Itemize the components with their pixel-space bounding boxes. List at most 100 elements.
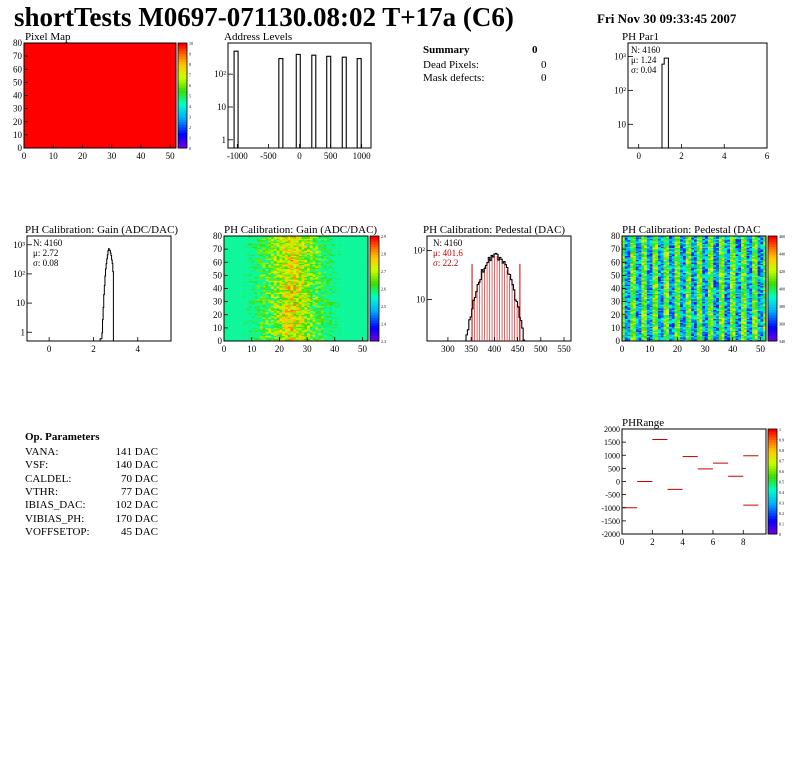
map-cell — [638, 299, 642, 301]
map-cell — [296, 263, 300, 266]
map-cell — [276, 297, 280, 300]
map-cell — [320, 320, 324, 322]
map-cell — [254, 304, 258, 306]
map-cell — [345, 247, 349, 250]
map-cell — [271, 300, 275, 302]
map-cell — [359, 339, 363, 342]
map-cell — [343, 322, 347, 325]
map-cell — [301, 253, 305, 255]
map-cell — [262, 267, 266, 270]
map-cell — [356, 257, 360, 259]
map-cell — [362, 329, 366, 331]
map-cell — [293, 309, 297, 312]
map-cell — [343, 267, 347, 270]
map-cell — [624, 270, 628, 272]
map-cell — [320, 260, 324, 263]
map-cell — [235, 253, 239, 255]
map-cell — [304, 330, 308, 333]
map-cell — [307, 326, 311, 329]
map-cell — [354, 330, 358, 333]
map-cell — [318, 262, 322, 264]
map-cell — [271, 275, 275, 277]
map-cell — [262, 316, 266, 318]
map-cell — [323, 318, 327, 321]
map-cell — [293, 301, 297, 304]
map-cell — [246, 266, 250, 268]
map-cell — [296, 333, 300, 335]
map-cell — [329, 247, 333, 250]
colorbar-cell — [178, 45, 187, 49]
map-cell — [622, 287, 626, 289]
map-cell — [343, 278, 347, 280]
map-cell — [320, 288, 324, 291]
map-cell — [284, 302, 288, 305]
map-cell — [254, 250, 258, 253]
map-cell — [318, 310, 322, 313]
map-cell — [235, 266, 239, 268]
map-cell — [260, 338, 264, 340]
map-cell — [254, 253, 258, 255]
map-cell — [635, 257, 639, 259]
map-cell — [635, 251, 639, 254]
map-cell — [633, 323, 637, 326]
map-cell — [254, 327, 258, 330]
map-cell — [279, 295, 283, 297]
map-cell — [323, 304, 327, 306]
map-cell — [312, 268, 316, 271]
map-cell — [309, 268, 313, 271]
map-cell — [232, 245, 236, 247]
map-cell — [359, 291, 363, 293]
map-cell — [279, 251, 283, 254]
map-cell — [315, 278, 319, 280]
map-cell — [287, 301, 291, 304]
map-cell — [323, 337, 327, 339]
map-cell — [268, 268, 272, 271]
map-cell — [332, 296, 336, 298]
map-cell — [279, 270, 283, 272]
map-cell — [243, 329, 247, 331]
map-cell — [323, 300, 327, 302]
map-cell — [340, 264, 344, 267]
map-cell — [359, 295, 363, 297]
map-cell — [265, 316, 269, 318]
y-tick-label: 10 — [416, 294, 426, 304]
map-cell — [351, 288, 355, 291]
map-cell — [268, 329, 272, 331]
map-cell — [226, 255, 230, 258]
map-cell — [315, 283, 319, 285]
map-cell — [271, 281, 275, 284]
map-cell — [235, 255, 239, 258]
map-cell — [337, 285, 341, 288]
map-cell — [638, 301, 642, 304]
map-cell — [351, 293, 355, 296]
map-cell — [343, 280, 347, 283]
colorbar-cell — [370, 317, 379, 321]
map-cell — [262, 272, 266, 275]
map-cell — [290, 335, 294, 338]
map-cell — [329, 287, 333, 289]
map-cell — [287, 323, 291, 326]
colorbar-cell — [178, 121, 187, 125]
map-cell — [334, 316, 338, 318]
op-param-name: VTHR: — [25, 485, 58, 498]
map-cell — [240, 337, 244, 339]
map-cell — [265, 304, 269, 306]
map-cell — [326, 253, 330, 255]
map-cell — [365, 278, 369, 280]
map-cell — [345, 263, 349, 266]
map-cell — [624, 331, 628, 334]
map-cell — [365, 326, 369, 329]
map-cell — [243, 251, 247, 254]
map-cell — [624, 280, 628, 283]
map-cell — [630, 322, 634, 325]
map-cell — [251, 283, 255, 285]
map-cell — [248, 312, 252, 314]
map-cell — [235, 299, 239, 301]
map-cell — [356, 276, 360, 279]
map-cell — [337, 329, 341, 331]
map-cell — [224, 283, 228, 285]
colorbar-cell — [370, 333, 379, 337]
map-cell — [271, 236, 275, 238]
map-cell — [229, 316, 233, 318]
map-cell — [318, 320, 322, 322]
